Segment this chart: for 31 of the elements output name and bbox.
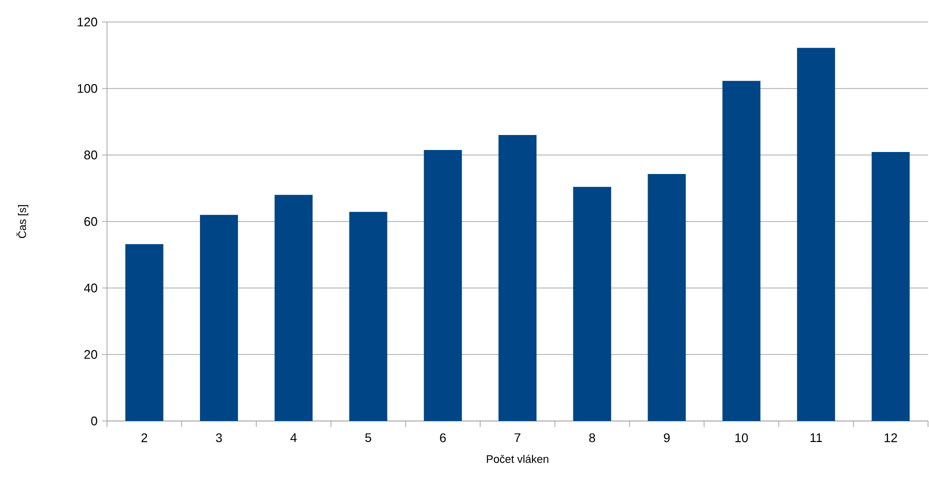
y-tick-label: 120 — [78, 18, 98, 26]
bar — [722, 80, 760, 421]
x-tick-label: 9 — [664, 433, 670, 442]
x-axis-title: Počet vláken — [486, 454, 548, 463]
x-tick-label: 12 — [884, 433, 898, 442]
x-tick-label: 2 — [141, 433, 148, 442]
y-tick-label: 80 — [84, 150, 98, 160]
y-tick-label: 100 — [78, 84, 98, 93]
bar — [648, 174, 686, 421]
y-tick-label: 40 — [84, 284, 98, 292]
bar — [274, 194, 313, 421]
bar — [424, 150, 462, 421]
bar — [872, 152, 910, 421]
x-tick-label: 3 — [216, 433, 222, 442]
bar — [498, 135, 537, 421]
x-tick-label: 11 — [810, 433, 822, 442]
y-tick-label: 60 — [84, 217, 98, 226]
bar — [573, 186, 612, 421]
bar — [349, 212, 388, 421]
y-axis-title: Čas [s] — [16, 205, 28, 238]
x-tick-label: 8 — [589, 433, 596, 442]
x-tick-label: 7 — [514, 433, 520, 442]
y-tick-label: 0 — [91, 416, 98, 426]
x-tick-label: 10 — [735, 433, 748, 442]
x-tick-label: 6 — [440, 433, 446, 442]
y-tick-label: 20 — [84, 350, 98, 359]
x-tick-label: 5 — [365, 433, 372, 442]
bar — [200, 214, 238, 421]
bar — [125, 244, 164, 421]
x-tick-label: 4 — [290, 433, 297, 442]
bar — [797, 48, 836, 421]
